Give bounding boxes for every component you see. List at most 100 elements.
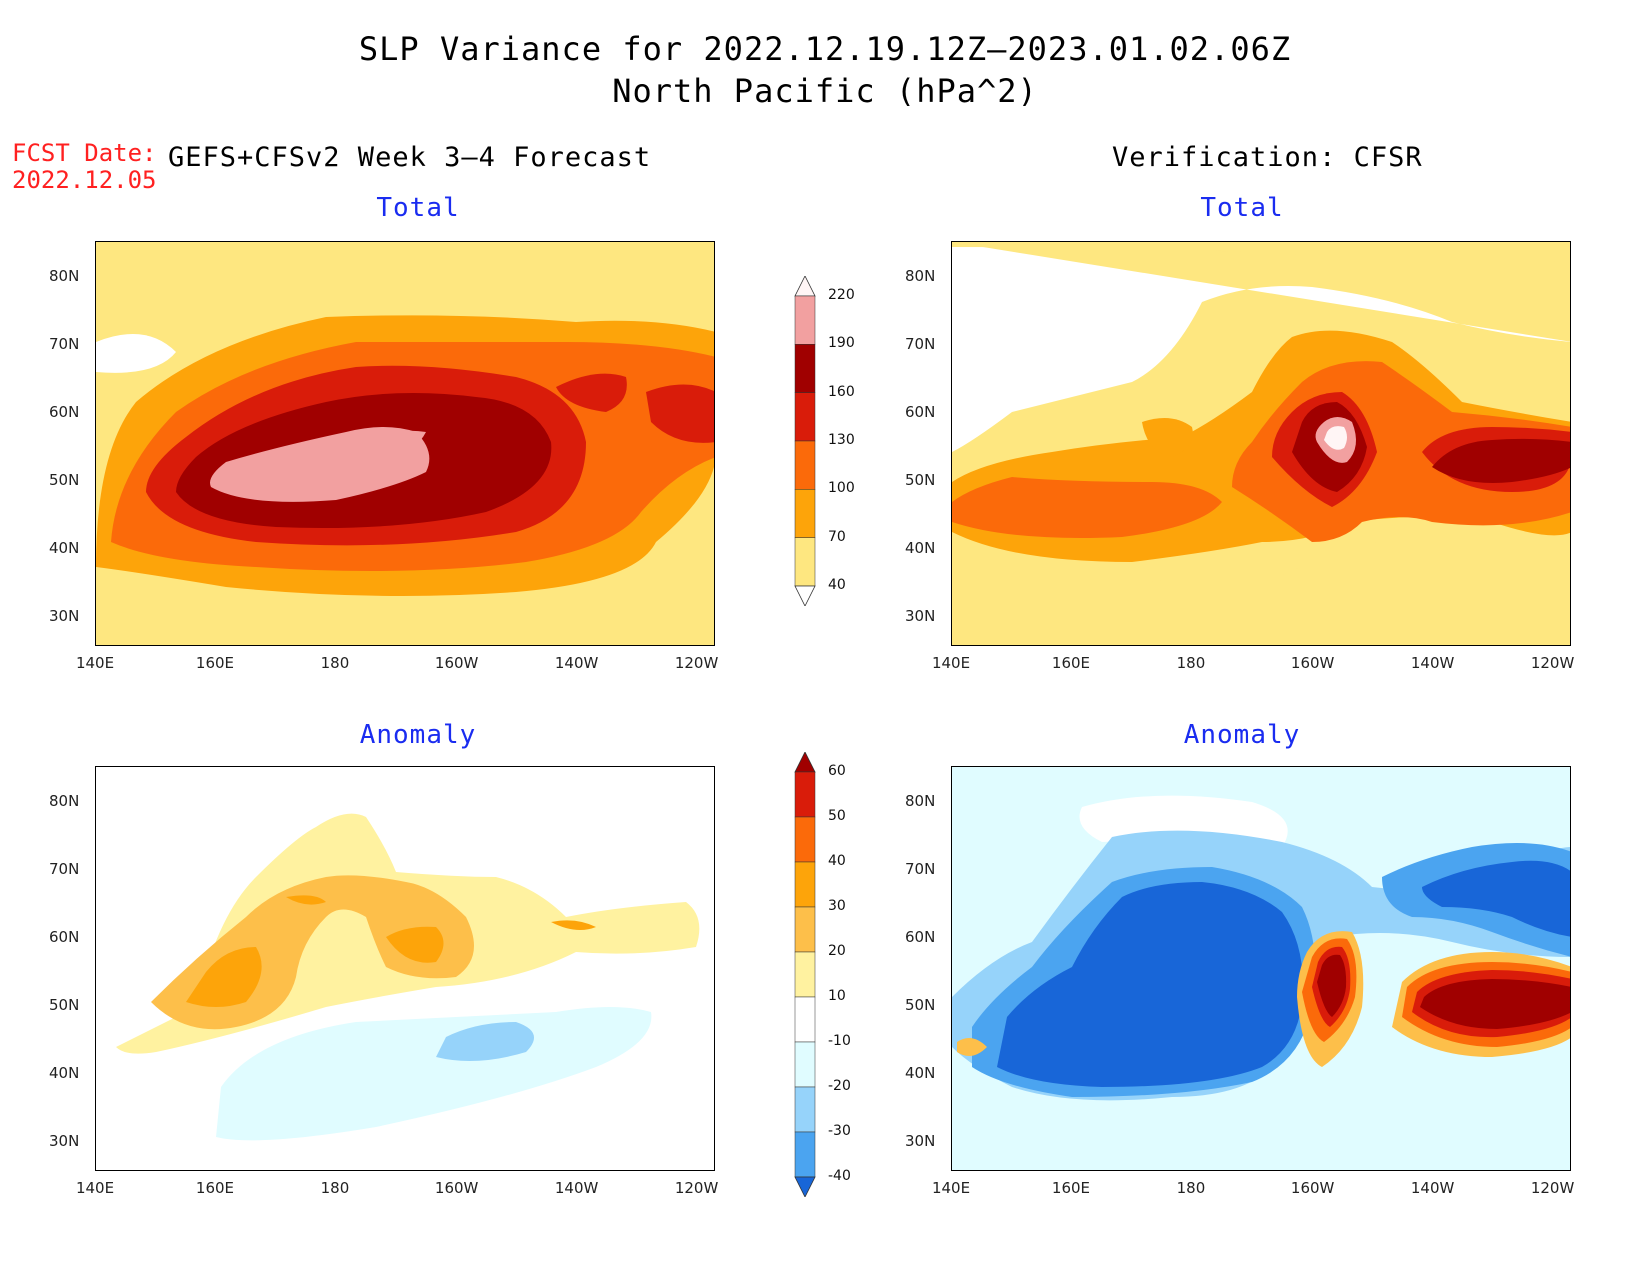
y-tick-label: 40N [905,1064,936,1082]
x-tick-label: 140E [75,1179,115,1197]
verif-anomaly-field [952,767,1570,1170]
colorbar-segment [794,771,816,818]
main-title: SLP Variance for 2022.12.19.12Z–2023.01.… [358,30,1292,68]
y-tick-label: 50N [49,996,80,1014]
y-tick-label: 60N [49,403,80,421]
y-tick-label: 60N [905,928,936,946]
colorbar-level-label: 30 [828,898,846,914]
x-tick-label: 160W [434,654,479,672]
y-tick-label: 70N [49,860,80,878]
colorbar-segment [794,816,816,863]
panel-title-fcst-anomaly: Anomaly [359,720,477,750]
x-tick-label: 140E [931,654,971,672]
x-tick-label: 140E [931,1179,971,1197]
x-tick-label: 120W [674,1179,719,1197]
y-tick-label: 40N [49,1064,80,1082]
fcst-anomaly-field [96,767,714,1170]
y-tick-label: 50N [905,471,936,489]
y-tick-label: 70N [905,860,936,878]
colorbar-segment [794,996,816,1043]
panel-title-fcst-total: Total [376,193,460,223]
x-tick-label: 160E [195,654,235,672]
main-subtitle: North Pacific (hPa^2) [612,72,1038,110]
x-tick-label: 140W [1410,1179,1455,1197]
colorbar-level-label: -20 [828,1078,851,1094]
x-tick-label: 160W [434,1179,479,1197]
left-column-header: GEFS+CFSv2 Week 3–4 Forecast [168,142,652,173]
colorbar-level-label: 220 [828,287,855,303]
colorbar-level-label: 130 [828,432,855,448]
x-tick-label: 180 [320,1179,350,1197]
y-tick-label: 30N [905,1132,936,1150]
y-tick-label: 40N [49,539,80,557]
colorbar-level-label: 10 [828,988,846,1004]
colorbar-level-label: -30 [828,1123,851,1139]
colorbar-level-label: 40 [828,853,846,869]
y-tick-label: 70N [905,335,936,353]
colorbar-segment [794,861,816,908]
x-tick-label: 120W [1530,1179,1575,1197]
x-tick-label: 180 [320,654,350,672]
map-panel-verif-anomaly [951,766,1571,1171]
x-tick-label: 160E [195,1179,235,1197]
x-tick-label: 180 [1176,654,1206,672]
colorbar-arrow-bottom [794,1176,816,1197]
colorbar-segment [794,1086,816,1133]
colorbar-segment [794,906,816,953]
map-panel-verif-total [951,241,1571,646]
colorbar-level-label: 100 [828,480,855,497]
colorbar-level-label: 50 [828,808,846,824]
x-tick-label: 160W [1290,654,1335,672]
colorbar-segment [794,392,816,442]
verif-total-field [952,242,1570,645]
x-tick-label: 160E [1051,1179,1091,1197]
fcst-total-field [96,242,714,645]
colorbar-segment [794,537,816,587]
x-tick-label: 160E [1051,654,1091,672]
colorbar-arrow-top [794,276,816,297]
y-tick-label: 30N [49,607,80,625]
colorbar-anomaly [794,752,816,1197]
fcst-date: FCST Date: 2022.12.05 [12,140,157,194]
colorbar-level-label: 190 [828,335,855,352]
colorbar-segment [794,344,816,393]
y-tick-label: 30N [905,607,936,625]
colorbar-level-label: 70 [828,528,846,545]
colorbar-segment [794,295,816,345]
colorbar-level-label: 160 [828,383,855,400]
colorbar-arrow-bottom [794,585,816,606]
colorbar-segment [794,1041,816,1088]
colorbar-level-label: -10 [828,1033,851,1049]
x-tick-label: 120W [674,654,719,672]
right-column-header: Verification: CFSR [1112,142,1423,173]
x-tick-label: 140W [554,1179,599,1197]
fcst-date-value: 2022.12.05 [12,166,157,194]
y-tick-label: 60N [49,928,80,946]
map-panel-fcst-total [95,241,715,646]
fcst-date-label: FCST Date: [12,139,157,167]
y-tick-label: 80N [49,267,80,285]
colorbar-level-label: 20 [828,943,846,959]
colorbar-level-label: -40 [828,1168,851,1184]
colorbar-segment [794,1131,816,1178]
y-tick-label: 50N [49,471,80,489]
colorbar-level-label: 40 [828,577,846,593]
x-tick-label: 180 [1176,1179,1206,1197]
map-panel-fcst-anomaly [95,766,715,1171]
y-tick-label: 80N [905,792,936,810]
y-tick-label: 40N [905,539,936,557]
colorbar-arrow-top [794,752,816,773]
colorbar-segment [794,951,816,998]
x-tick-label: 140W [1410,654,1455,672]
y-tick-label: 60N [905,403,936,421]
x-tick-label: 160W [1290,1179,1335,1197]
panel-title-verif-anomaly: Anomaly [1183,720,1301,750]
colorbar-total [794,276,816,606]
colorbar-segment [794,440,816,490]
colorbar-level-label: 60 [828,763,846,779]
y-tick-label: 80N [905,267,936,285]
y-tick-label: 30N [49,1132,80,1150]
x-tick-label: 140E [75,654,115,672]
colorbar-segment [794,489,816,538]
y-tick-label: 80N [49,792,80,810]
